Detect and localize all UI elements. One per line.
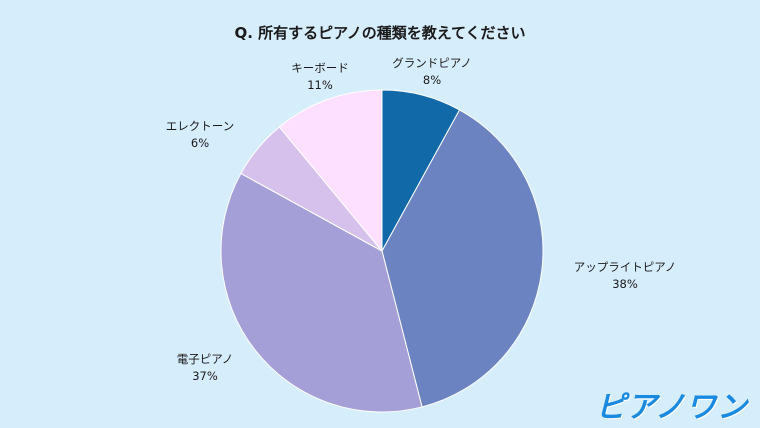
chart-title: Q. 所有するピアノの種類を教えてください xyxy=(234,24,526,42)
slice-label-digital-name: 電子ピアノ xyxy=(176,352,234,366)
brand-logo: ピアノワン xyxy=(595,390,748,425)
slice-label-digital: 電子ピアノ 37% xyxy=(160,351,250,385)
slice-label-electone-value: 6% xyxy=(190,136,210,150)
slice-label-grand-name: グランドピアノ xyxy=(392,56,472,70)
pie-slice-keyboard xyxy=(278,89,383,253)
slice-label-keyboard-value: 11% xyxy=(307,78,333,92)
slice-label-grand: グランドピアノ 8% xyxy=(382,55,482,89)
slice-label-upright-name: アップライトピアノ xyxy=(573,260,677,274)
slice-label-upright: アップライトピアノ 38% xyxy=(562,259,688,293)
slice-label-keyboard-name: キーボード xyxy=(291,61,349,75)
pie-slice-upright xyxy=(381,109,544,408)
slice-label-grand-value: 8% xyxy=(422,73,442,87)
slice-label-digital-value: 37% xyxy=(192,369,218,383)
slice-label-electone-name: エレクトーン xyxy=(165,119,235,133)
slice-label-keyboard: キーボード 11% xyxy=(272,60,368,94)
slice-label-upright-value: 38% xyxy=(612,277,638,291)
pie-slice-digital xyxy=(220,172,423,413)
slice-label-electone: エレクトーン 6% xyxy=(152,118,248,152)
